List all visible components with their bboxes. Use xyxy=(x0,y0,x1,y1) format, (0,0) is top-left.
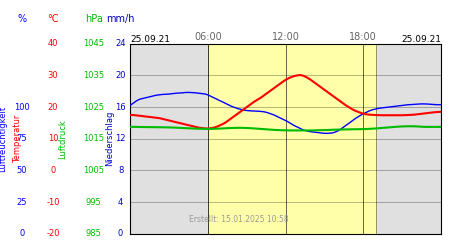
Text: 0: 0 xyxy=(50,166,56,175)
Text: °C: °C xyxy=(47,14,59,24)
Text: 20: 20 xyxy=(48,102,58,112)
Text: 1035: 1035 xyxy=(83,71,104,80)
Text: 0: 0 xyxy=(19,229,25,238)
Text: 985: 985 xyxy=(86,229,102,238)
Text: 1045: 1045 xyxy=(83,39,104,48)
Text: 100: 100 xyxy=(14,102,30,112)
Bar xyxy=(208,44,376,234)
Text: 40: 40 xyxy=(48,39,58,48)
Text: 30: 30 xyxy=(48,71,58,80)
Text: 4: 4 xyxy=(118,198,123,206)
Text: Temperatur: Temperatur xyxy=(13,114,22,163)
Text: 24: 24 xyxy=(115,39,126,48)
Text: 25.09.21: 25.09.21 xyxy=(130,35,170,44)
Text: 1025: 1025 xyxy=(83,102,104,112)
Text: Luftfeuchtigkeit: Luftfeuchtigkeit xyxy=(0,106,7,172)
Text: 1005: 1005 xyxy=(83,166,104,175)
Text: 1015: 1015 xyxy=(83,134,104,143)
Text: Niederschlag: Niederschlag xyxy=(105,111,114,166)
Text: Luftdruck: Luftdruck xyxy=(58,119,68,159)
Text: Erstellt: 15.01.2025 10:58: Erstellt: 15.01.2025 10:58 xyxy=(189,215,289,224)
Text: -20: -20 xyxy=(46,229,60,238)
Text: 10: 10 xyxy=(48,134,58,143)
Text: %: % xyxy=(18,14,27,24)
Text: 8: 8 xyxy=(118,166,123,175)
Text: 20: 20 xyxy=(115,71,126,80)
Text: 0: 0 xyxy=(118,229,123,238)
Text: 50: 50 xyxy=(17,166,27,175)
Text: 995: 995 xyxy=(86,198,101,206)
Text: 16: 16 xyxy=(115,102,126,112)
Text: 12: 12 xyxy=(115,134,126,143)
Text: -10: -10 xyxy=(46,198,60,206)
Text: 25.09.21: 25.09.21 xyxy=(401,35,441,44)
Text: 75: 75 xyxy=(17,134,27,143)
Text: 25: 25 xyxy=(17,198,27,206)
Text: hPa: hPa xyxy=(85,14,103,24)
Text: mm/h: mm/h xyxy=(106,14,135,24)
